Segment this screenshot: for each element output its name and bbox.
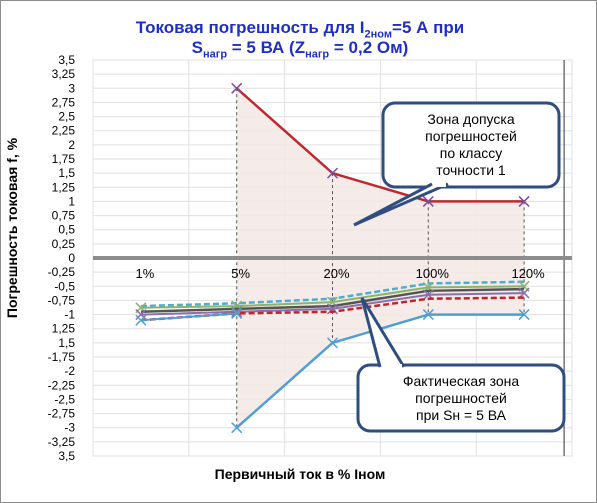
y-tick-label: -2 bbox=[64, 364, 75, 378]
y-tick-label: 3,5 bbox=[58, 53, 75, 67]
series-line bbox=[140, 280, 525, 308]
x-category-label: 20% bbox=[323, 266, 349, 281]
y-tick-label: 2,75 bbox=[52, 95, 76, 109]
annotation-box-tolerance bbox=[381, 101, 561, 189]
y-tick-label: -0,5 bbox=[54, 279, 75, 293]
y-tick-label: 0,75 bbox=[52, 209, 76, 223]
annotation-text-actual: Фактическая зона bbox=[403, 373, 519, 389]
x-category-label: 100% bbox=[416, 266, 450, 281]
x-category-label: 5% bbox=[231, 266, 250, 281]
series-marker bbox=[518, 195, 530, 207]
annotation-text-tolerance: точности 1 bbox=[436, 162, 506, 178]
y-tick-label: 3,25 bbox=[52, 67, 76, 81]
series-marker bbox=[231, 82, 243, 94]
annotation-box-actual bbox=[356, 363, 566, 433]
annotation-text-tolerance: по классу bbox=[440, 145, 503, 161]
x-category-label: 1% bbox=[136, 266, 155, 281]
series-marker bbox=[422, 195, 434, 207]
y-tick-label: 2,5 bbox=[58, 110, 75, 124]
series-marker bbox=[231, 306, 243, 318]
annotation-text-actual: при Sн = 5 ВА bbox=[416, 407, 507, 423]
y-tick-label: -0,75 bbox=[48, 293, 76, 307]
x-axis-label: Первичный ток в % Iном bbox=[214, 466, 386, 482]
series-marker bbox=[518, 309, 530, 321]
series-marker bbox=[231, 422, 243, 434]
y-tick-label: 1 bbox=[68, 194, 75, 208]
y-tick-label: -1,75 bbox=[48, 350, 76, 364]
annotation-pointer-tolerance bbox=[353, 182, 449, 227]
annotation-text-tolerance: Зона допуска bbox=[427, 111, 514, 127]
y-tick-label: -3 bbox=[64, 421, 75, 435]
y-tick-label: 1,25 bbox=[52, 322, 76, 336]
series-line bbox=[140, 287, 525, 313]
series-marker bbox=[135, 314, 147, 326]
y-tick-label: 2 bbox=[68, 138, 75, 152]
annotation-text-tolerance: погрешностей bbox=[425, 128, 517, 144]
y-tick-label: -2,75 bbox=[48, 407, 76, 421]
y-axis-label: Погрешность токовая f, % bbox=[4, 137, 20, 319]
chart-title-line2: Sнагр = 5 ВА (Zнагр = 0,2 Ом) bbox=[191, 38, 409, 61]
series-marker bbox=[231, 307, 243, 319]
y-tick-label: 0 bbox=[68, 251, 75, 265]
y-tick-label: 0,5 bbox=[58, 223, 75, 237]
annotation-text-actual: погрешностей bbox=[415, 390, 507, 406]
chart-title-line1: Токовая погрешность для I2ном=5 А при bbox=[135, 18, 465, 41]
y-tick-label: 1,25 bbox=[52, 180, 76, 194]
y-tick-label: 3,5 bbox=[58, 449, 75, 463]
y-tick-label: 2,25 bbox=[52, 124, 76, 138]
series-marker bbox=[326, 337, 339, 349]
y-tick-label: 1,5 bbox=[58, 166, 75, 180]
y-tick-label: -1 bbox=[64, 308, 75, 322]
series-line bbox=[235, 87, 525, 203]
y-tick-label: -2,5 bbox=[54, 392, 75, 406]
y-tick-label: -2,25 bbox=[48, 378, 76, 392]
y-tick-label: 1,5 bbox=[58, 336, 75, 350]
y-tick-label: 3 bbox=[68, 81, 75, 95]
y-tick-label: -0,25 bbox=[48, 265, 76, 279]
series-marker bbox=[422, 309, 434, 321]
annotation-pointer-actual bbox=[360, 297, 406, 368]
series-marker bbox=[326, 303, 339, 315]
x-category-label: 120% bbox=[511, 266, 545, 281]
y-tick-label: 0,25 bbox=[52, 237, 76, 251]
series-marker bbox=[326, 167, 339, 179]
y-tick-label: -3,25 bbox=[48, 435, 76, 449]
series-line bbox=[140, 312, 237, 322]
y-tick-label: 1,75 bbox=[52, 152, 76, 166]
